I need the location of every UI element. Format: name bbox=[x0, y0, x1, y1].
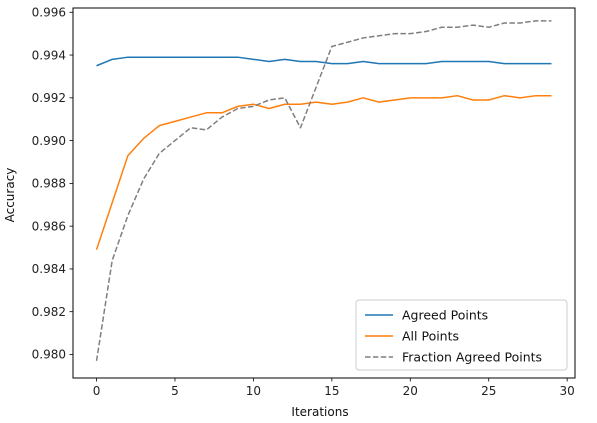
y-axis-label: Accuracy bbox=[3, 168, 17, 223]
y-tick-label: 0.986 bbox=[32, 219, 66, 233]
x-tick-label: 25 bbox=[481, 384, 496, 398]
axes-layer: 0 5 10 15 20 25 30 0.980 0.982 0.984 0.986 0.988 0.9… bbox=[32, 5, 575, 398]
y-tick-label: 0.980 bbox=[32, 348, 66, 362]
y-tick-label: 0.994 bbox=[32, 48, 66, 62]
legend-label-1: Agreed Points bbox=[402, 308, 488, 323]
legend-box bbox=[355, 299, 568, 371]
x-tick-label: 30 bbox=[560, 384, 575, 398]
x-tick-label: 10 bbox=[246, 384, 261, 398]
plot-frame bbox=[72, 7, 576, 379]
y-tick-label: 0.996 bbox=[32, 5, 66, 19]
y-tick-label: 0.988 bbox=[32, 177, 66, 191]
legend-label-3: Fraction Agreed Points bbox=[402, 350, 542, 365]
series-line-2 bbox=[95, 94, 552, 250]
series-line-3 bbox=[95, 20, 552, 362]
y-tick-label: 0.984 bbox=[32, 262, 66, 276]
x-tick-label: 20 bbox=[403, 384, 418, 398]
x-tick-label: 15 bbox=[324, 384, 339, 398]
plot-area bbox=[72, 7, 576, 379]
y-tick-label: 0.992 bbox=[32, 91, 66, 105]
series-layer bbox=[95, 20, 552, 362]
y-tick-label: 0.982 bbox=[32, 305, 66, 319]
x-axis-label: Iterations bbox=[291, 405, 348, 419]
legend-label-2: All Points bbox=[402, 329, 459, 344]
series-line-1 bbox=[96, 56, 552, 67]
y-tick-label: 0.990 bbox=[32, 134, 66, 148]
x-tick-label: 0 bbox=[93, 384, 101, 398]
legend: Agreed Points All Points Fraction Agreed P… bbox=[355, 299, 568, 371]
x-tick-label: 5 bbox=[171, 384, 179, 398]
